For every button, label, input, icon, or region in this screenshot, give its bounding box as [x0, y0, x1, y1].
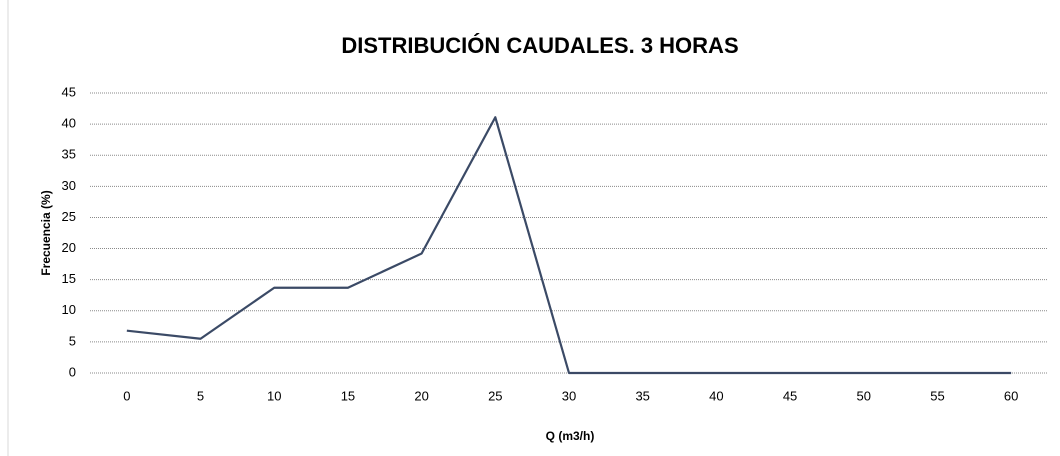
y-tick-label: 35	[62, 147, 76, 162]
y-tick-label: 40	[62, 116, 76, 131]
data-line	[126, 116, 1012, 375]
y-axis-title: Frecuencia (%)	[39, 190, 53, 275]
y-tick-label: 45	[62, 84, 76, 99]
x-tick-label: 10	[267, 388, 281, 403]
x-tick-label: 0	[123, 388, 130, 403]
x-tick-label: 45	[783, 388, 797, 403]
x-axis-title: Q (m3/h)	[546, 429, 595, 443]
x-tick-label: 15	[341, 388, 355, 403]
x-tick-label: 30	[562, 388, 576, 403]
x-tick-label: 50	[857, 388, 871, 403]
x-tick-label: 25	[488, 388, 502, 403]
x-tick-label: 35	[635, 388, 649, 403]
y-tick-label: 0	[69, 364, 76, 379]
chart-title: DISTRIBUCIÓN CAUDALES. 3 HORAS	[341, 33, 738, 58]
y-tick-label: 30	[62, 178, 76, 193]
y-tick-label: 20	[62, 240, 76, 255]
y-tick-label: 10	[62, 302, 76, 317]
x-tick-label: 20	[414, 388, 428, 403]
y-tick-label: 5	[69, 333, 76, 348]
x-tick-label: 55	[930, 388, 944, 403]
x-tick-label: 40	[709, 388, 723, 403]
x-tick-label: 60	[1004, 388, 1018, 403]
x-tick-label: 5	[197, 388, 204, 403]
y-tick-label: 25	[62, 209, 76, 224]
y-tick-label: 15	[62, 271, 76, 286]
